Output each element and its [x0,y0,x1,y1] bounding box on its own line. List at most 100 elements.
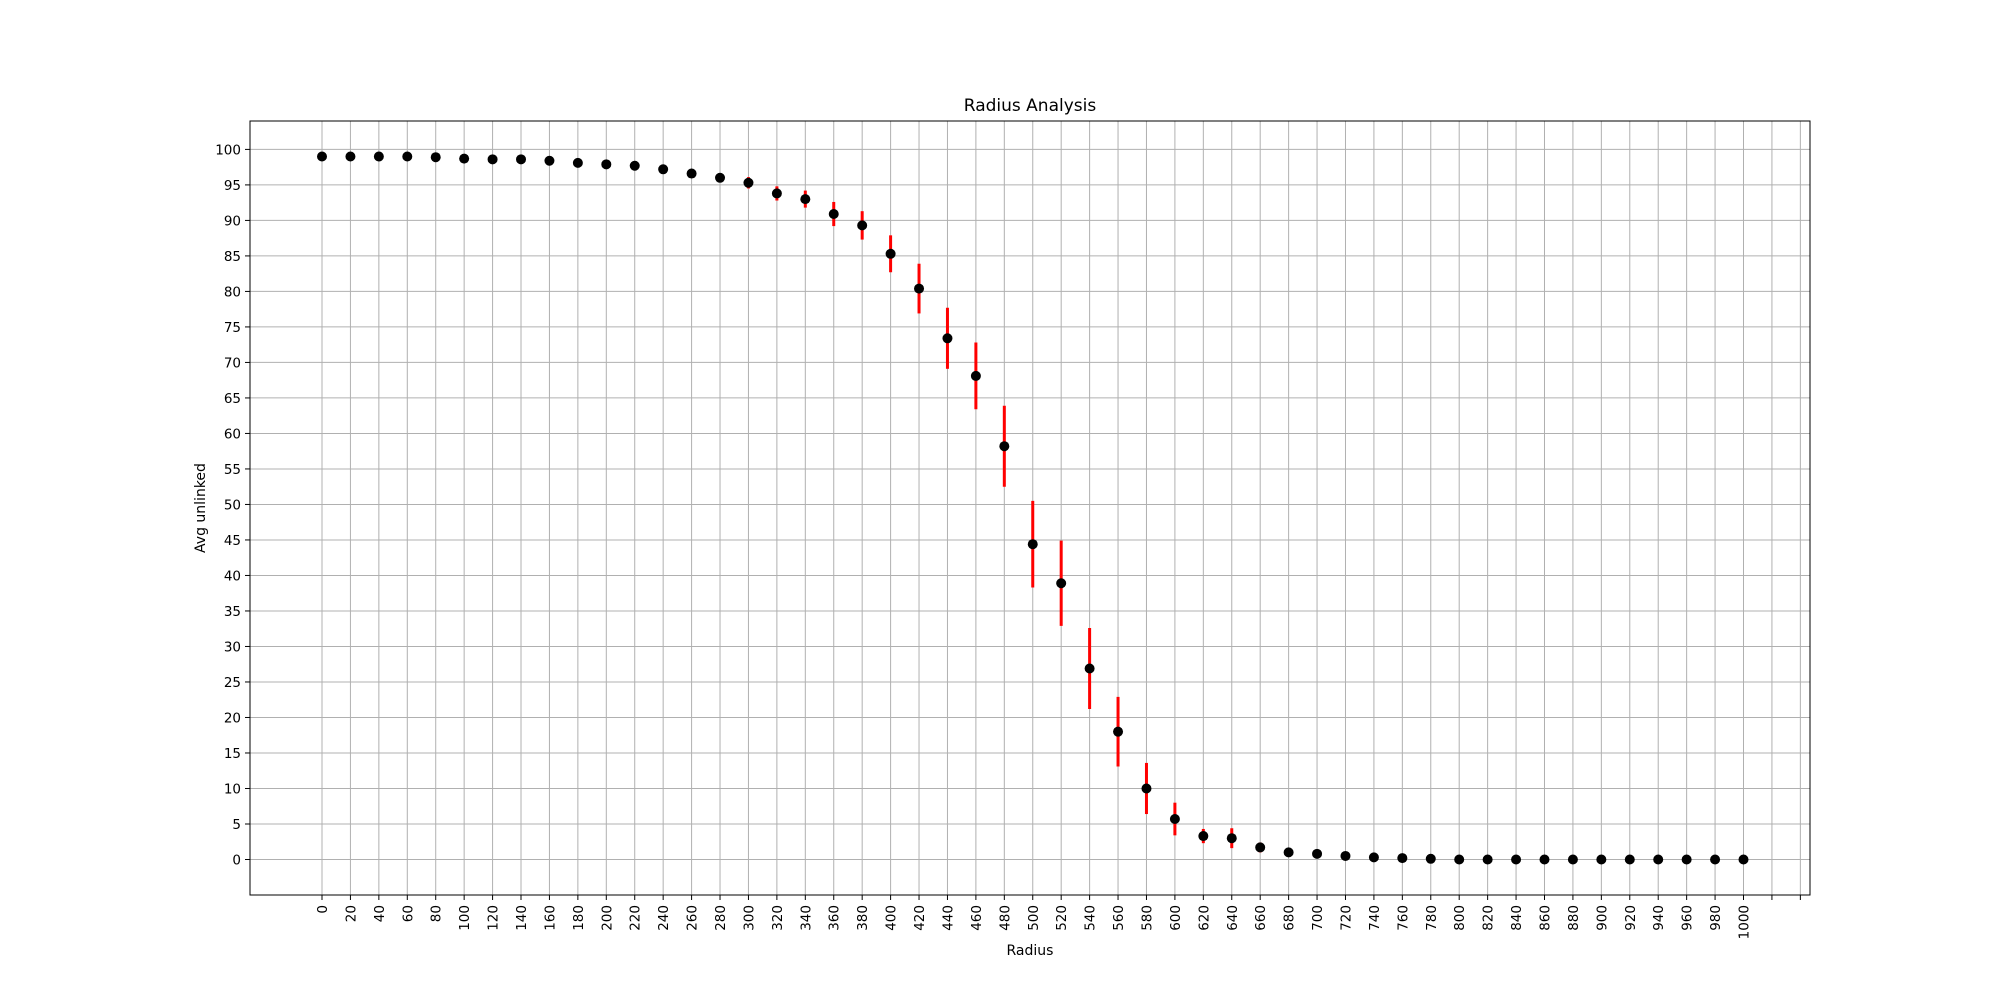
x-tick-label: 280 [713,905,729,931]
x-tick-label: 180 [571,905,587,931]
data-point [1312,848,1323,859]
x-tick-label: 360 [827,905,843,931]
data-point [430,152,441,163]
x-tick-label: 580 [1139,905,1155,931]
y-tick-label: 60 [224,426,241,442]
x-tick-label: 560 [1111,905,1127,931]
data-point [317,151,327,162]
data-point [1113,726,1124,737]
x-tick-label: 240 [656,905,672,931]
y-tick-label: 75 [224,320,241,336]
x-tick-label: 100 [457,905,473,931]
data-point [1596,854,1607,865]
data-point [800,194,811,205]
y-tick-label: 70 [224,355,241,371]
x-tick-label: 760 [1395,905,1411,931]
x-tick-label: 860 [1537,905,1553,931]
y-tick-label: 80 [224,284,241,300]
x-tick-label: 1000 [1737,905,1753,939]
x-tick-label: 660 [1253,905,1269,931]
data-point [1198,831,1209,842]
data-point [857,220,868,231]
x-tick-label: 520 [1054,905,1070,931]
data-point [544,155,555,166]
data-point [1084,663,1095,674]
data-point [828,209,839,220]
x-tick-label: 620 [1196,905,1212,931]
y-tick-label: 95 [224,178,241,194]
x-tick-label: 720 [1338,905,1354,931]
x-tick-label: 120 [486,905,502,931]
x-tick-label: 460 [969,905,985,931]
y-tick-label: 20 [224,710,241,726]
data-point [1511,854,1522,865]
y-tick-label: 35 [224,604,241,620]
x-tick-label: 740 [1367,905,1383,931]
data-point [885,248,896,259]
y-tick-label: 10 [224,781,241,797]
x-tick-label: 640 [1225,905,1241,931]
data-point [601,159,612,170]
point-layer [317,151,1749,865]
data-point [1738,854,1749,865]
grid-layer [250,121,1810,895]
x-tick-label: 960 [1680,905,1696,931]
x-tick-label: 920 [1623,905,1639,931]
y-tick-label: 5 [232,817,241,833]
plot-frame [249,120,1811,896]
data-point [572,157,583,168]
x-tick-label: 680 [1282,905,1298,931]
y-tick-label: 25 [224,675,241,691]
y-tick-label: 45 [224,533,241,549]
y-tick-label: 0 [232,852,241,868]
data-point [1283,847,1294,858]
x-tick-label: 780 [1424,905,1440,931]
x-tick-label: 700 [1310,905,1326,931]
chart-title: Radius Analysis [964,96,1097,116]
x-tick-label: 440 [940,905,956,931]
data-point [345,151,356,162]
data-point [970,370,981,381]
x-tick-label: 20 [343,905,359,922]
data-point [1397,853,1408,864]
y-axis-title: Avg unlinked [193,463,209,553]
data-point [658,164,669,175]
data-point [1454,854,1465,865]
data-point [1056,578,1067,589]
x-tick-label: 60 [400,905,416,922]
x-tick-label: 500 [1026,905,1042,931]
x-tick-label: 900 [1594,905,1610,931]
x-tick-label: 40 [372,905,388,922]
x-tick-label: 540 [1083,905,1099,931]
x-axis-title: Radius [1007,943,1054,959]
data-point [1482,854,1493,865]
data-point [743,177,754,188]
x-tick-label: 600 [1168,905,1184,931]
y-tick-label: 65 [224,391,241,407]
data-point [1539,854,1550,865]
data-point [1368,852,1379,863]
x-tick-label: 140 [514,905,530,931]
data-point [914,283,925,294]
data-point [942,333,953,344]
x-tick-label: 380 [855,905,871,931]
y-tick-label: 85 [224,249,241,265]
data-point [1624,854,1635,865]
x-tick-label: 200 [599,905,615,931]
y-tick-label: 40 [224,568,241,584]
data-point [1681,854,1692,865]
y-tick-label: 55 [224,462,241,478]
x-tick-label: 840 [1509,905,1525,931]
x-tick-label: 260 [685,905,701,931]
data-point [487,154,498,165]
x-tick-label: 980 [1708,905,1724,931]
x-tick-label: 320 [770,905,786,931]
data-point [1710,854,1721,865]
y-tick-label: 15 [224,746,241,762]
data-point [686,168,697,179]
data-point [1255,842,1266,853]
data-point [1425,853,1436,864]
y-tick-label: 50 [224,497,241,513]
